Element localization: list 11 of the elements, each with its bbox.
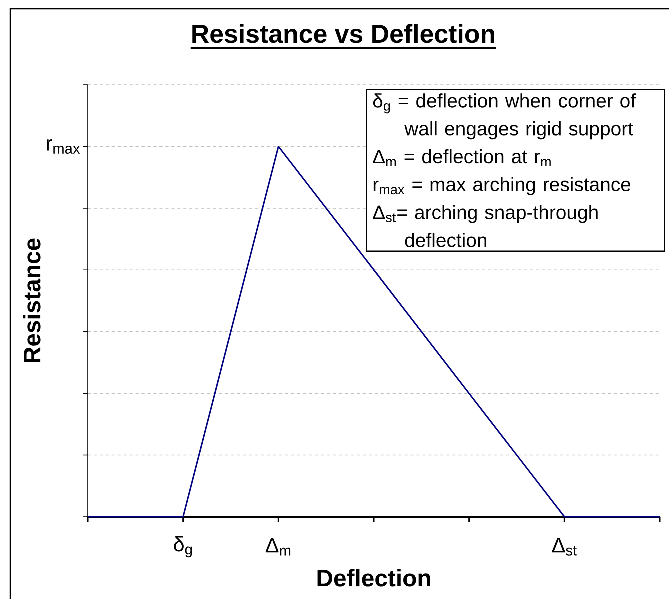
x-tick-label: Δ$_{st}$ [552, 538, 577, 556]
x-tick-label: δ$_{g}$ [174, 536, 192, 558]
annotation: Δ$_{st}$= arching snap-through deflection [373, 205, 598, 248]
chart-title: Resistance vs Deflection [192, 24, 494, 44]
x-axis-title: Deflection [318, 569, 430, 587]
x-tick-label: Δ$_{m}$ [266, 538, 291, 556]
annotation: r$_{max}$ = max arching resistance [374, 177, 631, 196]
text: δ$_{g}$ = deflection when corner of wall engages rigid support [373, 94, 636, 140]
annotation: Δ$_{m}$ = deflection at r$_{m}$ [373, 149, 551, 167]
ref-line-label: r$_{max}$ [47, 139, 80, 154]
y-axis-title: Resistance [23, 238, 41, 363]
